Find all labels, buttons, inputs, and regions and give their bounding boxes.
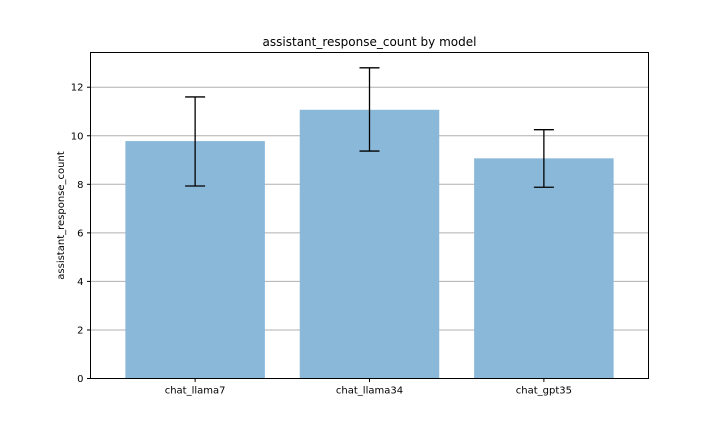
y-tick-label: 8 <box>77 180 83 191</box>
plot-frame <box>90 52 649 379</box>
bar-chat_gpt35 <box>474 158 614 379</box>
y-tick-label: 6 <box>77 228 83 239</box>
x-tick-label: chat_gpt35 <box>516 386 572 397</box>
y-tick-label: 2 <box>77 325 83 336</box>
y-tick-label: 12 <box>71 83 84 94</box>
x-tick-label: chat_llama7 <box>165 386 226 397</box>
x-axis-ticks: chat_llama7 chat_llama34 chat_gpt35 <box>165 378 572 397</box>
bars <box>125 109 614 379</box>
x-tick-label: chat_llama34 <box>336 386 403 397</box>
y-axis-label: assistant_response_count <box>56 151 67 280</box>
y-tick-label: 4 <box>77 277 83 288</box>
y-axis-ticks: 0 2 4 6 8 10 12 <box>71 83 91 385</box>
y-tick-label: 10 <box>71 131 84 142</box>
chart-title: assistant_response_count by model <box>263 35 477 49</box>
y-tick-label: 0 <box>77 374 83 385</box>
bar-chat_llama34 <box>299 109 440 379</box>
error-bars <box>185 67 554 188</box>
